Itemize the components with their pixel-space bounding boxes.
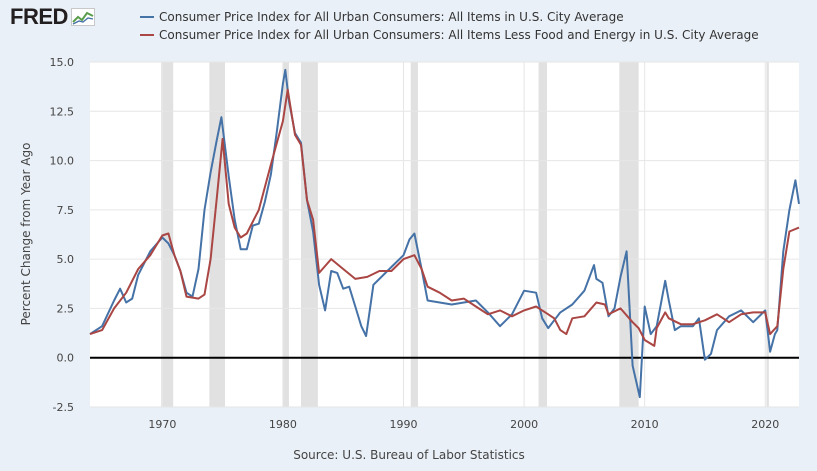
sparkline-logo-icon xyxy=(70,8,95,26)
y-tick-label: 5.0 xyxy=(57,253,75,266)
x-tick-label: 2010 xyxy=(631,418,659,431)
recession-band xyxy=(301,62,318,407)
y-axis-ticks: -2.5 0.0 2.5 5.0 7.5 10.0 12.5 15.0 xyxy=(50,56,75,414)
x-tick-label: 1990 xyxy=(390,418,418,431)
legend-entry-all-items[interactable]: Consumer Price Index for All Urban Consu… xyxy=(140,10,624,24)
recession-band xyxy=(619,62,639,407)
y-tick-label: 10.0 xyxy=(50,155,75,168)
fred-logo-text: FRED xyxy=(10,4,68,29)
source-note: Source: U.S. Bureau of Labor Statistics xyxy=(293,448,525,462)
y-tick-label: 0.0 xyxy=(57,352,75,365)
legend-label: Consumer Price Index for All Urban Consu… xyxy=(159,28,759,42)
y-tick-label: 7.5 xyxy=(57,204,75,217)
y-tick-label: -2.5 xyxy=(53,401,74,414)
y-tick-label: 12.5 xyxy=(50,105,75,118)
x-tick-label: 2020 xyxy=(751,418,779,431)
series-line-0[interactable] xyxy=(89,68,800,399)
recession-band xyxy=(766,62,769,407)
series-line-1[interactable] xyxy=(89,88,800,347)
fred-logo[interactable]: FRED xyxy=(10,4,95,30)
x-tick-label: 2000 xyxy=(510,418,538,431)
legend-entry-core[interactable]: Consumer Price Index for All Urban Consu… xyxy=(140,28,759,42)
y-tick-label: 15.0 xyxy=(50,56,75,69)
x-axis-ticks: 1970 1980 1990 2000 2010 2020 xyxy=(148,418,779,431)
series-lines xyxy=(89,68,800,399)
legend-swatch-red xyxy=(140,34,154,36)
recession-band xyxy=(282,62,289,407)
recession-band xyxy=(209,62,226,407)
legend-swatch-blue xyxy=(140,16,154,18)
legend-label: Consumer Price Index for All Urban Consu… xyxy=(159,10,624,24)
y-axis-title: Percent Change from Year Ago xyxy=(19,143,33,326)
plot-background xyxy=(90,62,799,407)
y-tick-label: 2.5 xyxy=(57,302,75,315)
x-tick-label: 1980 xyxy=(269,418,297,431)
recession-band xyxy=(538,62,547,407)
x-tick-label: 1970 xyxy=(148,418,176,431)
